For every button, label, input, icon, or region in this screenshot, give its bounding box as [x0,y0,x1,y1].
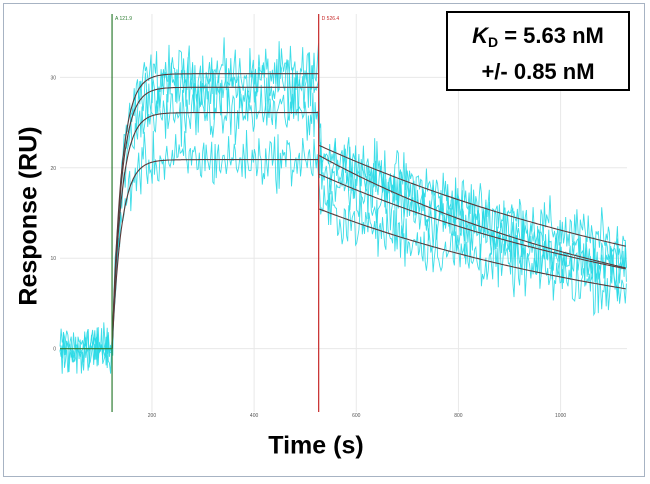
kd-subscript: D [487,34,499,50]
y-tick-label: 20 [50,166,56,172]
x-axis-label: Time (s) [268,431,364,460]
raw-trace-3 [59,78,627,373]
kd-annotation-box: KD = 5.63 nM +/- 0.85 nM [446,11,630,91]
y-tick-label: 10 [50,256,56,262]
fit-dissociation-4 [318,208,626,290]
fit-association-3 [111,112,319,349]
y-axis-label: Response (RU) [14,126,43,306]
fit-association-2 [111,86,319,349]
x-tick-label: 800 [454,413,463,419]
marker-label-1: A 121.9 [115,16,132,22]
kd-error: +/- 0.85 nM [481,59,595,84]
y-tick-label: 0 [53,347,56,353]
kd-value: = 5.63 nM [498,23,604,48]
fit-curves [60,73,626,350]
raw-data-traces [59,37,627,374]
raw-trace-4 [59,129,627,374]
x-tick-label: 200 [148,413,157,419]
fit-dissociation-2 [318,155,626,269]
y-tick-label: 30 [50,75,56,81]
phase-markers: A 121.9 D 526.4 [111,14,340,412]
fit-association-4 [111,159,319,349]
x-tick-label: 1000 [555,413,566,419]
kd-line-1: KD = 5.63 nM [448,21,628,57]
fit-dissociation-1 [318,144,626,247]
fit-dissociation-3 [318,173,626,270]
marker-label-2: D 526.4 [322,16,340,22]
fit-association-1 [111,73,319,349]
x-tick-label: 400 [250,413,259,419]
kd-symbol: K [472,23,488,48]
tick-labels: 200 400 600 800 1000 0 10 20 30 [50,75,566,419]
x-tick-label: 600 [352,413,361,419]
